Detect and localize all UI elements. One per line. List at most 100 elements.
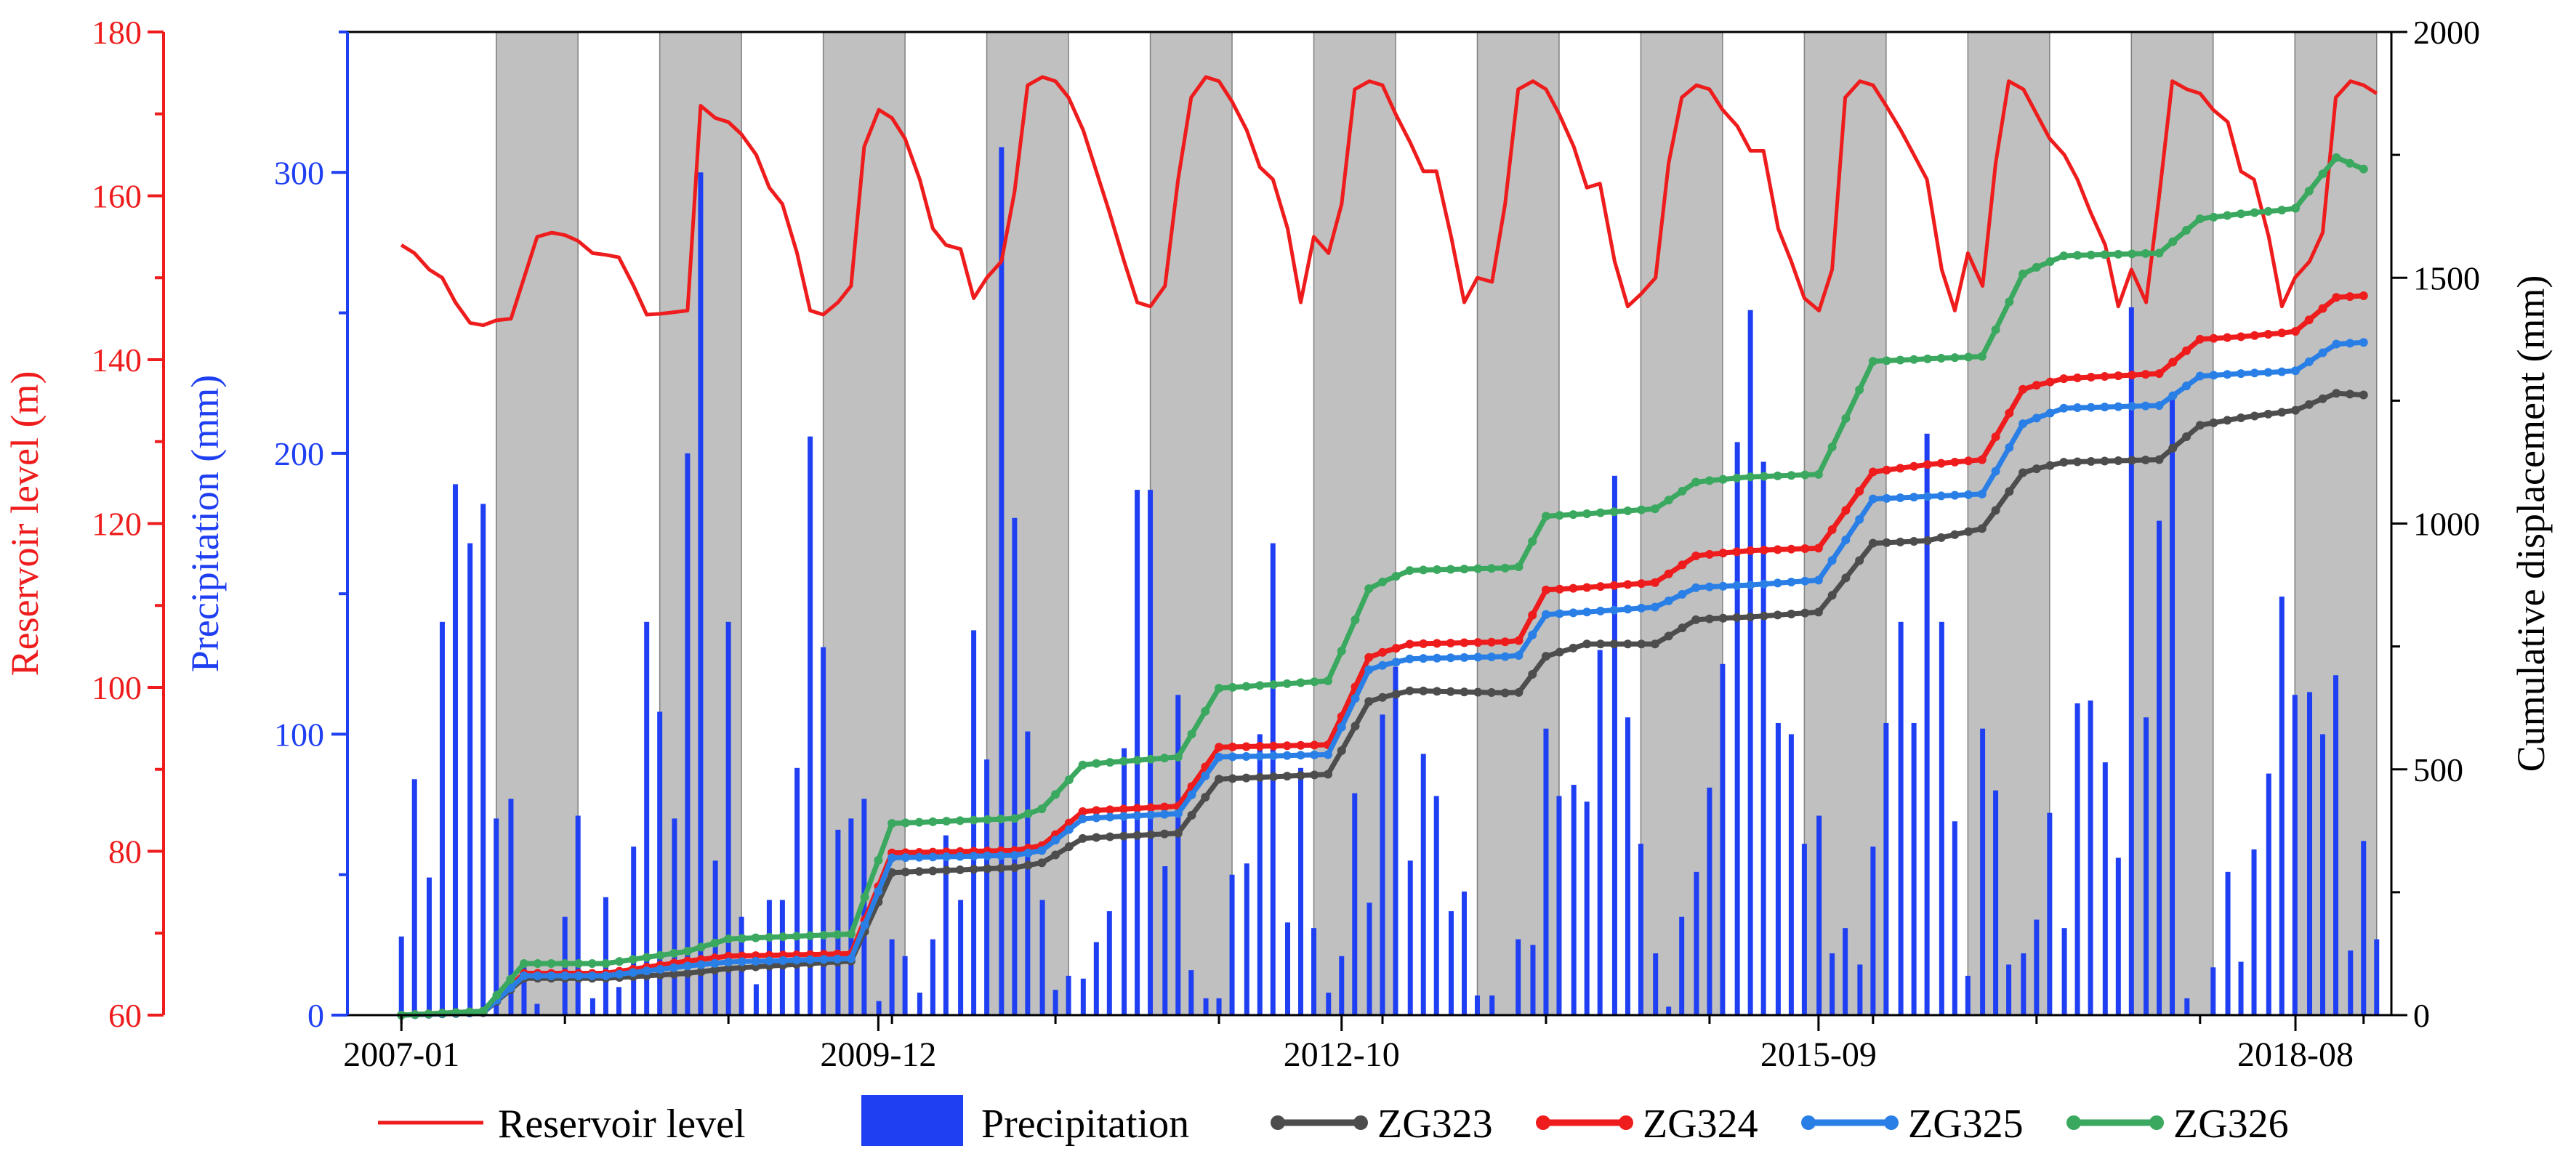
precip-bar-88 bbox=[1625, 717, 1630, 1015]
series-point-ZG324-125 bbox=[2100, 372, 2109, 381]
series-point-ZG326-118 bbox=[2005, 297, 2014, 307]
series-point-ZG325-21 bbox=[683, 961, 692, 971]
precip-bar-137 bbox=[2307, 692, 2313, 1015]
series-point-ZG326-127 bbox=[2128, 249, 2137, 259]
series-point-ZG326-60 bbox=[1215, 684, 1224, 693]
precip-bar-49 bbox=[1080, 978, 1086, 1015]
precip-tick-label-3: 300 bbox=[274, 154, 324, 191]
series-point-ZG323-109 bbox=[1882, 538, 1891, 547]
precip-bar-102 bbox=[1816, 815, 1822, 1015]
series-point-ZG323-83 bbox=[1528, 670, 1537, 679]
series-point-ZG323-95 bbox=[1691, 615, 1701, 624]
series-point-ZG323-67 bbox=[1310, 770, 1319, 780]
precip-bar-60 bbox=[1229, 874, 1235, 1015]
series-point-ZG325-124 bbox=[2086, 403, 2096, 412]
precip-bar-130 bbox=[2210, 967, 2216, 1015]
series-point-ZG326-59 bbox=[1201, 706, 1210, 716]
precip-bar-95 bbox=[1720, 663, 1726, 1015]
precip-bar-139 bbox=[2333, 675, 2339, 1015]
series-point-ZG325-56 bbox=[1160, 809, 1170, 819]
series-point-ZG326-5 bbox=[464, 1007, 474, 1017]
precip-bar-80 bbox=[1516, 939, 1521, 1015]
series-point-ZG323-94 bbox=[1678, 623, 1687, 633]
series-point-ZG323-98 bbox=[1732, 613, 1742, 622]
series-point-ZG326-107 bbox=[1855, 385, 1864, 395]
series-point-ZG326-52 bbox=[1106, 758, 1115, 767]
series-point-ZG325-71 bbox=[1364, 665, 1374, 674]
series-point-ZG326-125 bbox=[2100, 250, 2109, 259]
series-point-ZG326-144 bbox=[2359, 164, 2368, 174]
precip-bar-69 bbox=[1352, 793, 1358, 1015]
precip-bar-119 bbox=[2047, 812, 2053, 1015]
legend-marker-start-ZG323 bbox=[1271, 1115, 1285, 1130]
series-point-ZG325-25 bbox=[737, 957, 746, 966]
series-point-ZG323-104 bbox=[1814, 607, 1823, 617]
series-point-ZG326-44 bbox=[997, 815, 1006, 824]
series-point-ZG323-46 bbox=[1023, 860, 1033, 870]
series-point-ZG323-52 bbox=[1106, 832, 1115, 841]
series-point-ZG326-99 bbox=[1746, 472, 1755, 482]
reservoir-level-polyline bbox=[400, 75, 2378, 328]
series-point-ZG323-39 bbox=[928, 866, 938, 876]
series-point-ZG325-33 bbox=[846, 954, 856, 964]
series-point-ZG324-81 bbox=[1500, 637, 1510, 647]
series-point-ZG323-77 bbox=[1446, 687, 1455, 696]
series-point-ZG325-73 bbox=[1391, 658, 1401, 667]
series-point-ZG324-72 bbox=[1377, 647, 1387, 657]
legend-item-ZG325: ZG325 bbox=[1801, 1102, 2024, 1147]
series-point-ZG324-97 bbox=[1718, 549, 1728, 558]
series-ZG325 bbox=[397, 338, 2368, 1019]
series-point-ZG325-126 bbox=[2114, 402, 2123, 411]
series-point-ZG325-144 bbox=[2359, 338, 2368, 347]
series-point-ZG326-113 bbox=[1936, 354, 1946, 363]
series-point-ZG323-44 bbox=[997, 863, 1006, 873]
series-point-ZG324-76 bbox=[1432, 639, 1441, 648]
series-point-ZG326-36 bbox=[887, 819, 897, 828]
series-point-ZG323-100 bbox=[1759, 611, 1768, 621]
series-point-ZG323-65 bbox=[1282, 772, 1292, 781]
series-point-ZG325-64 bbox=[1269, 751, 1279, 761]
series-point-ZG324-67 bbox=[1310, 740, 1319, 750]
precip-bar-50 bbox=[1093, 942, 1099, 1015]
series-point-ZG325-50 bbox=[1078, 814, 1087, 823]
series-point-ZG325-39 bbox=[928, 852, 938, 862]
series-point-ZG323-62 bbox=[1241, 773, 1251, 783]
legend-item-ZG324: ZG324 bbox=[1536, 1102, 1758, 1147]
reservoir-tick-label-3: 120 bbox=[92, 506, 142, 543]
legend: Reservoir level Precipitation ZG323 ZG324 ZG… bbox=[378, 1095, 2289, 1147]
series-point-ZG325-36 bbox=[887, 853, 897, 863]
disp-tick-label-4: 2000 bbox=[2413, 14, 2480, 51]
series-point-ZG324-111 bbox=[1909, 461, 1919, 471]
precip-bar-15 bbox=[616, 987, 621, 1015]
series-point-ZG325-104 bbox=[1814, 576, 1823, 585]
precip-bar-3 bbox=[439, 621, 445, 1015]
series-point-ZG326-134 bbox=[2223, 211, 2232, 220]
series-point-ZG326-41 bbox=[955, 816, 965, 825]
precip-bar-76 bbox=[1448, 910, 1454, 1015]
precip-bar-125 bbox=[2128, 307, 2134, 1016]
precip-bar-85 bbox=[1584, 801, 1590, 1015]
series-point-ZG326-92 bbox=[1650, 504, 1659, 514]
precip-bar-45 bbox=[1025, 731, 1031, 1015]
series-point-ZG326-7 bbox=[492, 990, 502, 1000]
series-point-ZG323-54 bbox=[1132, 831, 1142, 840]
series-point-ZG323-24 bbox=[724, 964, 733, 973]
series-point-ZG323-117 bbox=[1991, 506, 2000, 515]
precip-bar-5 bbox=[467, 543, 473, 1015]
series-point-ZG326-82 bbox=[1514, 562, 1524, 571]
series-point-ZG323-90 bbox=[1623, 639, 1633, 649]
series-point-ZG325-89 bbox=[1609, 605, 1619, 615]
series-point-ZG326-104 bbox=[1814, 469, 1823, 479]
series-point-ZG326-47 bbox=[1037, 804, 1047, 814]
series-point-ZG326-70 bbox=[1351, 615, 1360, 625]
series-point-ZG323-79 bbox=[1473, 687, 1483, 697]
precip-bar-113 bbox=[1965, 975, 1971, 1015]
reservoir-tick-label-0: 60 bbox=[108, 997, 142, 1034]
precip-bar-51 bbox=[1106, 910, 1112, 1015]
series-point-ZG324-108 bbox=[1868, 467, 1877, 477]
precip-bar-36 bbox=[902, 956, 908, 1015]
series-point-ZG323-143 bbox=[2346, 389, 2355, 399]
series-point-ZG326-84 bbox=[1541, 512, 1550, 521]
series-point-ZG325-23 bbox=[710, 958, 720, 968]
